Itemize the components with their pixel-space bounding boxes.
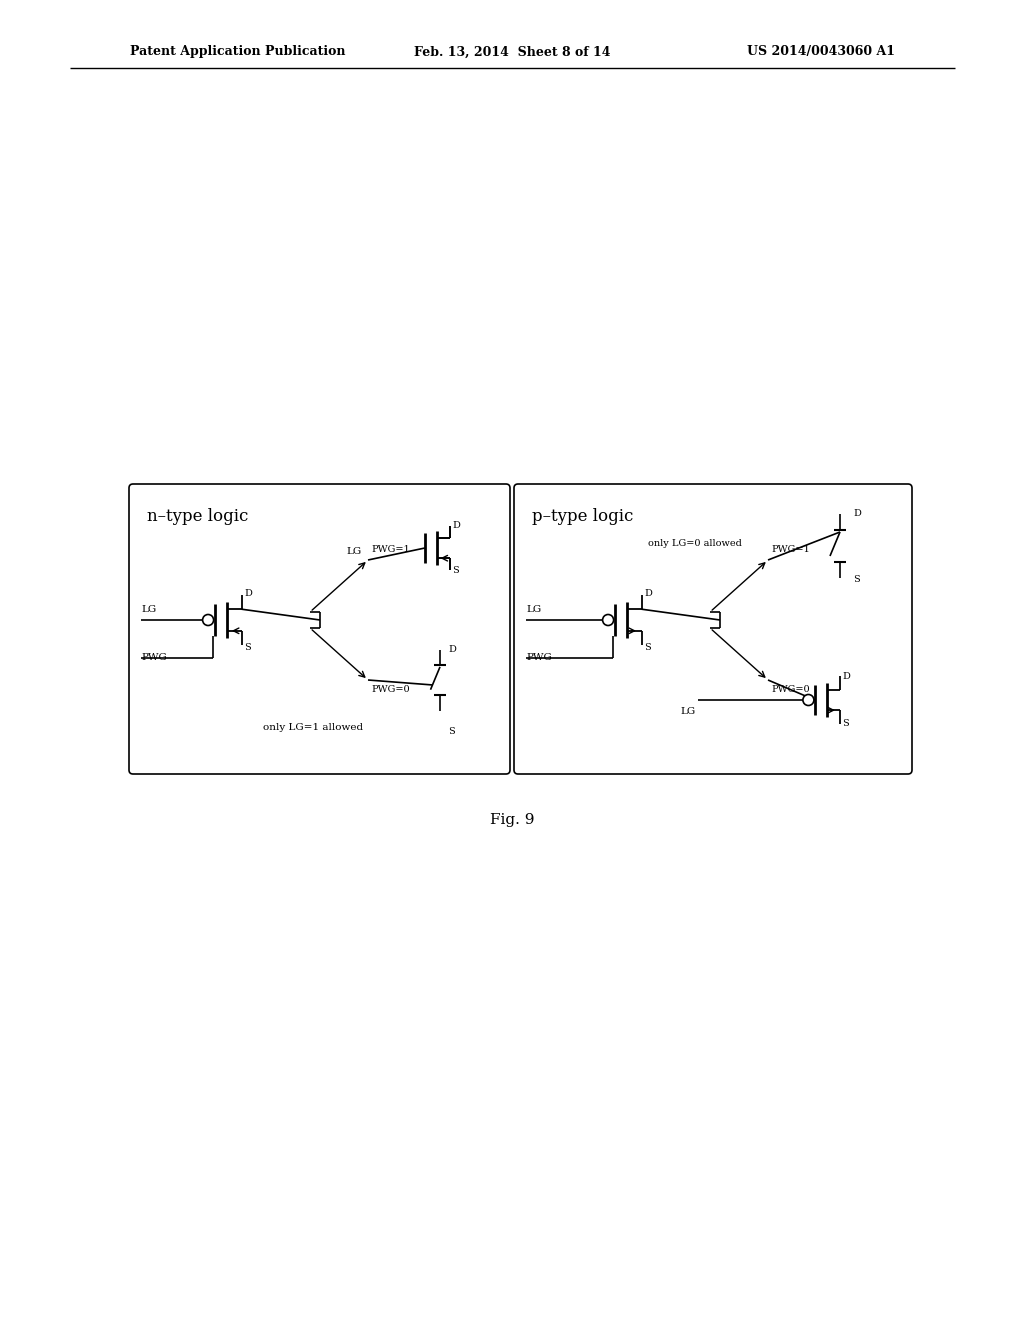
- Text: S: S: [453, 565, 459, 574]
- Text: LG: LG: [346, 548, 361, 557]
- Circle shape: [803, 694, 814, 705]
- Text: S: S: [853, 576, 860, 585]
- Text: PWG=0: PWG=0: [371, 685, 410, 694]
- Text: PWG=1: PWG=1: [371, 545, 410, 554]
- Text: PWG=0: PWG=0: [771, 685, 810, 694]
- Text: Patent Application Publication: Patent Application Publication: [130, 45, 345, 58]
- Text: n–type logic: n–type logic: [147, 508, 249, 525]
- Text: D: D: [453, 521, 460, 531]
- Circle shape: [203, 615, 214, 626]
- Text: only LG=0 allowed: only LG=0 allowed: [648, 540, 741, 549]
- Text: LG: LG: [680, 708, 695, 717]
- Text: PWG: PWG: [526, 653, 552, 663]
- Text: S: S: [449, 726, 455, 735]
- Text: Fig. 9: Fig. 9: [489, 813, 535, 828]
- Text: D: D: [245, 589, 253, 598]
- Text: PWG: PWG: [141, 653, 167, 663]
- Text: S: S: [245, 643, 251, 652]
- Text: S: S: [644, 643, 651, 652]
- Text: US 2014/0043060 A1: US 2014/0043060 A1: [746, 45, 895, 58]
- Text: LG: LG: [526, 605, 542, 614]
- Text: PWG=1: PWG=1: [771, 545, 810, 554]
- Text: Feb. 13, 2014  Sheet 8 of 14: Feb. 13, 2014 Sheet 8 of 14: [414, 45, 610, 58]
- Text: D: D: [853, 510, 861, 519]
- FancyBboxPatch shape: [129, 484, 510, 774]
- Circle shape: [602, 615, 613, 626]
- Text: LG: LG: [141, 605, 157, 614]
- Text: S: S: [843, 719, 849, 729]
- Text: D: D: [449, 644, 456, 653]
- Text: only LG=1 allowed: only LG=1 allowed: [263, 723, 364, 733]
- Text: D: D: [843, 672, 850, 681]
- Text: D: D: [644, 589, 652, 598]
- Text: p–type logic: p–type logic: [532, 508, 634, 525]
- FancyBboxPatch shape: [514, 484, 912, 774]
